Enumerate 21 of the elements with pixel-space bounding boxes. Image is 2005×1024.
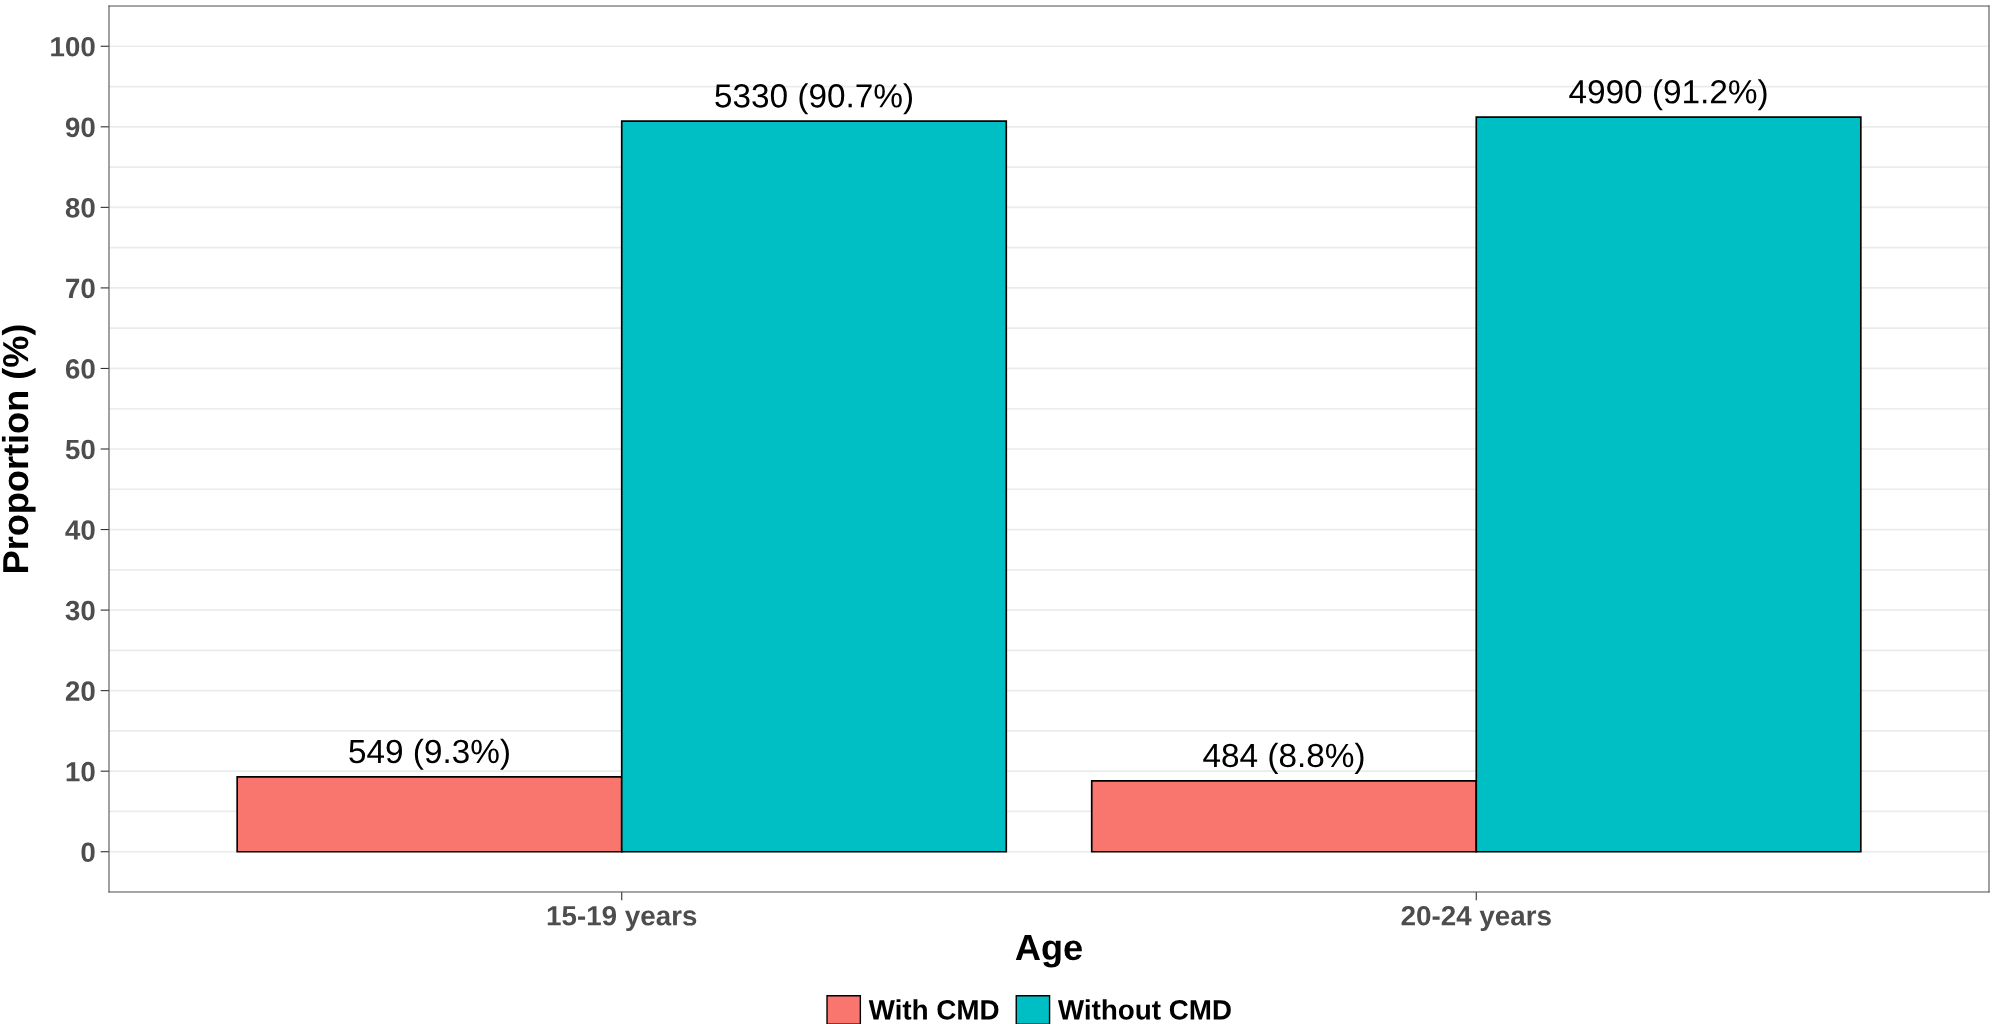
y-tick-label: 80 <box>65 198 95 218</box>
y-tick-label: 60 <box>65 359 95 379</box>
x-tick-label: 20-24 years <box>1401 905 1551 932</box>
data-label: 4990 (91.2%) <box>1569 79 1767 111</box>
legend-label: Without CMD <box>1057 999 1231 1020</box>
y-tick-label: 0 <box>81 842 95 863</box>
data-label: 5330 (90.7%) <box>715 83 912 115</box>
y-tick-label: 100 <box>51 36 95 57</box>
data-label: 549 (9.3%) <box>349 738 509 770</box>
y-tick-label: 20 <box>65 681 95 701</box>
x-tick-label: 15-19 years <box>547 905 697 932</box>
data-label: 484 (8.8%) <box>1203 742 1364 774</box>
y-tick-label: 70 <box>66 278 95 299</box>
y-tick-label: 10 <box>66 761 95 782</box>
y-tick-label: 50 <box>65 439 95 460</box>
x-axis-title: Age <box>1015 935 1082 968</box>
y-tick-label: 30 <box>65 600 95 621</box>
y-tick-label: 90 <box>65 117 95 138</box>
y-axis-title: Proportion (%) <box>1 325 36 572</box>
legend-label: With CMD <box>868 999 999 1020</box>
y-tick-label: 40 <box>65 520 95 540</box>
